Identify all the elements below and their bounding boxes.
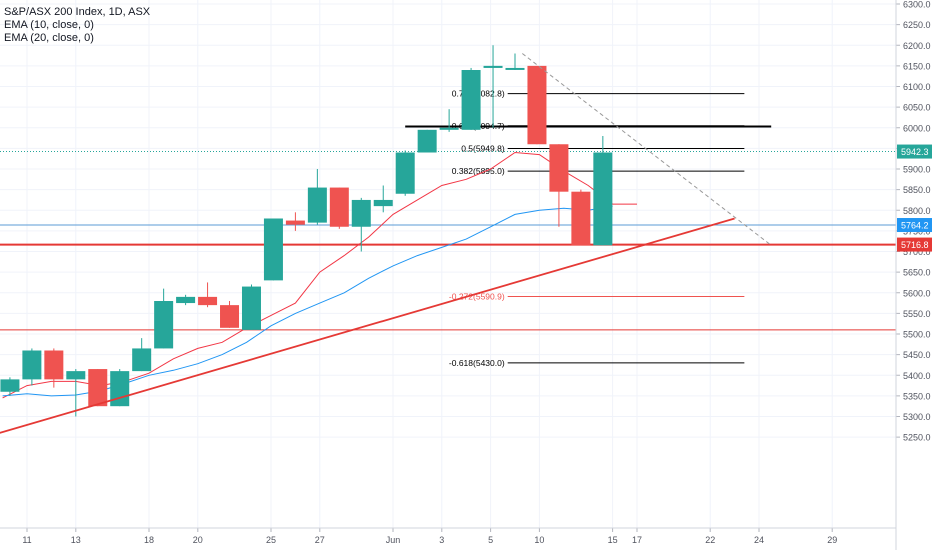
price-label-5716: 5716.8 (901, 240, 929, 250)
y-tick-label: 5300.0 (903, 412, 931, 422)
candle-up (439, 127, 459, 130)
y-tick-label: 6050.0 (903, 103, 931, 113)
y-tick-label: 5500.0 (903, 330, 931, 340)
rising-trendline (0, 217, 735, 434)
candle-up (176, 296, 196, 304)
candle-down (198, 296, 218, 306)
x-tick-label: 24 (754, 535, 764, 545)
grid (0, 0, 896, 528)
y-tick-label: 5400.0 (903, 371, 931, 381)
candle-down (549, 144, 569, 192)
y-tick-label: 5250.0 (903, 433, 931, 443)
dashed-downtrend (522, 53, 772, 246)
candle-down (88, 369, 108, 407)
candle-down (285, 220, 305, 225)
y-tick-label: 5350.0 (903, 391, 931, 401)
candle-up (461, 70, 481, 130)
ema20-legend[interactable]: EMA (20, close, 0) (4, 32, 94, 44)
x-tick-label: 22 (705, 535, 715, 545)
x-tick-label: 27 (315, 535, 325, 545)
candle-up (154, 301, 174, 349)
x-tick-label: 25 (266, 535, 276, 545)
y-tick-label: 5550.0 (903, 309, 931, 319)
y-tick-label: 6000.0 (903, 123, 931, 133)
candle-up (351, 199, 371, 227)
x-tick-label: Jun (386, 535, 401, 545)
price-label-5942-box (897, 144, 932, 159)
candle-up (132, 348, 152, 372)
y-tick-label: 5450.0 (903, 350, 931, 360)
fib-0382-label: 0.382(5895.0) (452, 166, 505, 176)
ema10-line (2, 151, 637, 399)
candle-up (307, 187, 327, 223)
candle-up (22, 350, 42, 380)
y-tick-label: 5900.0 (903, 165, 931, 175)
price-axis[interactable]: 5250.0 5300.0 5350.0 5400.0 5450.0 5500.0 5550… (895, 0, 932, 550)
candle-down (571, 191, 591, 246)
y-tick-label: 6200.0 (903, 41, 931, 51)
y-tick-label: 6250.0 (903, 20, 931, 30)
candles (0, 45, 613, 417)
price-label-5942: 5942.3 (901, 147, 929, 157)
candle-up (373, 199, 393, 207)
x-tick-label: 17 (632, 535, 642, 545)
x-tick-label: 29 (827, 535, 837, 545)
candle-up (263, 218, 283, 281)
x-tick-label: 18 (144, 535, 154, 545)
candle-down (527, 65, 547, 145)
x-tick-label: 3 (439, 535, 444, 545)
x-tick-label: 13 (71, 535, 81, 545)
candle-up (483, 65, 503, 68)
fib-05-label: 0.5(5949.8) (461, 143, 505, 153)
y-tick-label: 5600.0 (903, 288, 931, 298)
price-label-5764-box (897, 218, 932, 233)
candle-up (417, 129, 437, 153)
x-tick-label: 20 (193, 535, 203, 545)
y-tick-label: 6150.0 (903, 61, 931, 71)
y-tick-label: 6100.0 (903, 82, 931, 92)
candle-up (110, 371, 130, 407)
candle-up (505, 67, 525, 70)
candle-up (395, 152, 415, 194)
y-tick-label: 5650.0 (903, 268, 931, 278)
y-tick-label: 5700.0 (903, 247, 931, 257)
price-label-5716-box (897, 237, 932, 252)
x-tick-label: 11 (22, 535, 31, 545)
candle-down (329, 187, 349, 227)
y-tick-label: 5850.0 (903, 185, 931, 195)
x-tick-label: 10 (534, 535, 544, 545)
fib-neg0272-label: -0.272(5590.9) (449, 292, 505, 302)
ema10-legend[interactable]: EMA (10, close, 0) (4, 19, 94, 31)
candle-up (66, 371, 86, 380)
candle-down (220, 305, 240, 328)
trendlines (0, 53, 772, 434)
ema20-line (2, 205, 613, 397)
candle-up (593, 152, 613, 246)
candle-up (0, 379, 20, 392)
price-label-5764: 5764.2 (901, 221, 929, 231)
fib-neg0618-label: -0.618(5430.0) (449, 358, 505, 368)
time-axis[interactable]: 11 13 18 20 25 27 Jun 3 5 10 15 17 22 24 29 (0, 527, 896, 545)
candle-up (241, 286, 261, 330)
candle-down (44, 350, 64, 380)
y-tick-label: 6300.0 (903, 0, 931, 10)
x-tick-label: 5 (488, 535, 493, 545)
fib-levels: 0.786(6082.8)0.618(6004.7)0.5(5949.8)0.3… (0, 89, 896, 368)
y-tick-label: 5800.0 (903, 206, 931, 216)
chart-title: S&P/ASX 200 Index, 1D, ASX (4, 6, 151, 18)
x-tick-label: 15 (608, 535, 618, 545)
